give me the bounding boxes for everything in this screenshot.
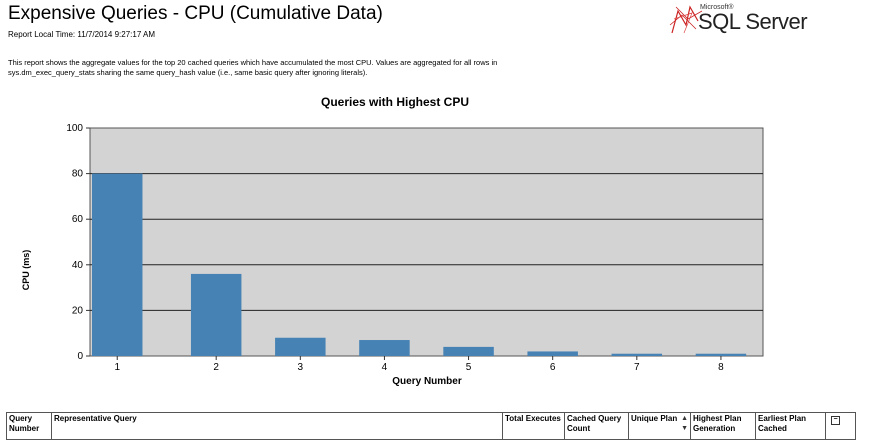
x-tick-label: 1 [114,362,120,373]
column-header-representative-query[interactable]: Representative Query [51,412,503,440]
column-header-earliest-plan-cached[interactable]: Earliest Plan Cached [755,412,826,440]
x-tick-label: 3 [298,362,304,373]
x-tick-label: 6 [550,362,556,373]
logo-microsoft-text: Microsoft® [700,4,734,11]
bar[interactable] [190,273,242,356]
report-title: Expensive Queries - CPU (Cumulative Data… [8,3,383,24]
bar[interactable] [92,173,143,356]
bar[interactable] [527,351,578,356]
bar[interactable] [695,353,747,356]
column-header-expand[interactable]: − [825,412,856,440]
y-tick-label: 100 [66,123,83,134]
logo-product-text: SQL Server [698,9,808,34]
column-header-unique-plan[interactable]: ▲ ▼ Unique Plan [628,412,691,440]
x-tick-label: 2 [213,362,219,373]
column-header-cached-query-count[interactable]: Cached Query Count [564,412,629,440]
bar[interactable] [443,346,494,356]
report-local-time: Report Local Time: 11/7/2014 9:27:17 AM [8,30,156,39]
x-tick-label: 5 [466,362,472,373]
x-tick-label: 8 [718,362,724,373]
sort-updown-icon[interactable]: ▲ ▼ [681,415,688,432]
bar[interactable] [611,353,663,356]
sql-server-logo-mark-icon [669,5,703,34]
column-header-highest-plan-generation[interactable]: Highest Plan Generation [690,412,756,440]
x-tick-label: 4 [382,362,388,373]
y-tick-label: 20 [72,305,84,316]
collapse-icon[interactable]: − [831,416,840,425]
sql-server-logo: Microsoft® SQL Server [668,3,808,39]
queries-table: Query Number Representative Query Total … [6,412,856,440]
column-header-total-executes[interactable]: Total Executes [502,412,565,440]
report-description: This report shows the aggregate values f… [8,58,498,77]
cpu-bar-chart: 0 20 40 60 80 100 1 2 3 4 5 6 7 8 [66,123,764,373]
chart-title: Queries with Highest CPU [320,95,470,109]
y-tick-label: 0 [77,351,83,362]
y-tick-label: 60 [72,214,84,225]
y-tick-label: 80 [72,169,84,180]
chart-x-axis-label: Query Number [392,376,462,387]
x-tick-label: 7 [634,362,640,373]
bar[interactable] [359,340,410,356]
table-header-row: Query Number Representative Query Total … [6,412,856,440]
column-header-query-number[interactable]: Query Number [6,412,52,440]
y-tick-label: 40 [72,260,84,271]
bar[interactable] [275,337,326,356]
